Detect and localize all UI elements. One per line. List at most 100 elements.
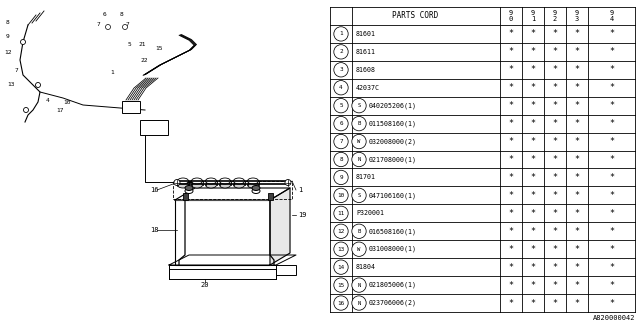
Text: 011508160(1): 011508160(1)	[368, 120, 416, 127]
Text: 81611: 81611	[356, 49, 376, 55]
Bar	[169, 265, 296, 275]
Ellipse shape	[220, 182, 230, 188]
Text: 3: 3	[339, 67, 343, 72]
Text: 021708000(1): 021708000(1)	[368, 156, 416, 163]
Text: *: *	[531, 209, 536, 218]
Text: 1: 1	[339, 31, 343, 36]
Circle shape	[352, 116, 366, 131]
Text: 13: 13	[337, 247, 344, 252]
Text: *: *	[509, 263, 513, 272]
Ellipse shape	[177, 182, 189, 188]
Bar	[268, 193, 273, 200]
Circle shape	[122, 25, 127, 29]
Circle shape	[334, 63, 348, 77]
Text: *: *	[575, 101, 579, 110]
Ellipse shape	[205, 182, 216, 188]
Text: *: *	[531, 245, 536, 254]
Text: *: *	[575, 47, 579, 56]
Text: *: *	[509, 209, 513, 218]
Text: 047106160(1): 047106160(1)	[368, 192, 416, 199]
Circle shape	[334, 188, 348, 203]
Polygon shape	[175, 188, 290, 200]
Circle shape	[35, 83, 40, 87]
Text: 031008000(1): 031008000(1)	[368, 246, 416, 252]
Circle shape	[352, 224, 366, 238]
Text: 7: 7	[339, 139, 343, 144]
Circle shape	[334, 116, 348, 131]
Text: 22: 22	[140, 58, 147, 62]
Text: *: *	[552, 299, 557, 308]
Text: 7: 7	[15, 68, 19, 73]
Ellipse shape	[185, 188, 193, 194]
Text: 4: 4	[339, 85, 343, 90]
Text: *: *	[609, 191, 614, 200]
Text: *: *	[509, 155, 513, 164]
Text: N: N	[357, 157, 360, 162]
Text: *: *	[509, 191, 513, 200]
Text: 9: 9	[339, 175, 343, 180]
Text: *: *	[552, 155, 557, 164]
Text: *: *	[509, 173, 513, 182]
Circle shape	[174, 180, 180, 186]
Circle shape	[24, 108, 29, 113]
Text: *: *	[531, 29, 536, 38]
Ellipse shape	[185, 186, 193, 190]
Text: *: *	[575, 119, 579, 128]
Text: *: *	[609, 155, 614, 164]
Text: 12: 12	[337, 229, 344, 234]
Text: 9
2: 9 2	[553, 10, 557, 22]
Ellipse shape	[234, 182, 244, 188]
Text: *: *	[509, 281, 513, 290]
Circle shape	[334, 27, 348, 41]
Text: 81601: 81601	[356, 31, 376, 37]
Circle shape	[334, 170, 348, 185]
Text: *: *	[531, 65, 536, 74]
Ellipse shape	[191, 178, 202, 184]
Text: *: *	[509, 101, 513, 110]
Circle shape	[334, 134, 348, 149]
Text: A820000042: A820000042	[593, 315, 635, 320]
Bar	[122, 101, 140, 113]
Text: *: *	[509, 119, 513, 128]
Text: *: *	[509, 65, 513, 74]
Bar	[173, 181, 292, 199]
Text: *: *	[531, 281, 536, 290]
Text: *: *	[531, 155, 536, 164]
Text: *: *	[531, 47, 536, 56]
Text: 8: 8	[339, 157, 343, 162]
Circle shape	[334, 278, 348, 292]
Text: *: *	[531, 299, 536, 308]
Text: 7: 7	[126, 22, 130, 28]
Bar	[169, 269, 276, 279]
Text: *: *	[609, 65, 614, 74]
Text: 016508160(1): 016508160(1)	[368, 228, 416, 235]
Text: S: S	[357, 103, 360, 108]
Text: *: *	[531, 137, 536, 146]
Text: *: *	[531, 173, 536, 182]
Text: 21: 21	[138, 43, 145, 47]
Text: 021805006(1): 021805006(1)	[368, 282, 416, 288]
Text: 11: 11	[337, 211, 344, 216]
Text: *: *	[531, 263, 536, 272]
Circle shape	[334, 206, 348, 220]
Text: *: *	[609, 83, 614, 92]
Ellipse shape	[191, 182, 202, 188]
Text: 81804: 81804	[356, 264, 376, 270]
Text: *: *	[531, 191, 536, 200]
Text: W: W	[357, 247, 360, 252]
Text: 81701: 81701	[356, 174, 376, 180]
Text: 14: 14	[337, 265, 344, 270]
Text: *: *	[552, 47, 557, 56]
Text: 1: 1	[110, 69, 114, 75]
Text: 6: 6	[103, 12, 107, 17]
Text: *: *	[609, 173, 614, 182]
Text: 023706006(2): 023706006(2)	[368, 300, 416, 306]
Text: *: *	[609, 137, 614, 146]
Text: *: *	[575, 245, 579, 254]
Circle shape	[352, 134, 366, 149]
Text: *: *	[609, 101, 614, 110]
Circle shape	[352, 99, 366, 113]
Text: *: *	[509, 227, 513, 236]
Circle shape	[334, 81, 348, 95]
Text: *: *	[575, 155, 579, 164]
